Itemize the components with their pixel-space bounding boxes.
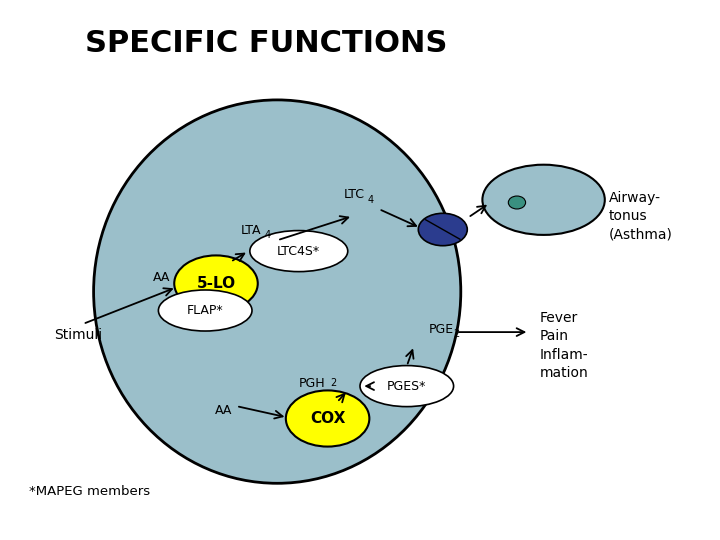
Text: 2: 2	[453, 329, 459, 339]
Ellipse shape	[174, 255, 258, 312]
Text: COX: COX	[310, 411, 346, 426]
Ellipse shape	[286, 390, 369, 447]
Text: Fever
Pain
Inflam-
mation: Fever Pain Inflam- mation	[540, 311, 589, 380]
Text: PGES*: PGES*	[387, 380, 426, 393]
Text: LTC: LTC	[344, 188, 365, 201]
Text: 5-LO: 5-LO	[197, 276, 235, 291]
Text: AA: AA	[153, 271, 170, 284]
Text: SPECIFIC FUNCTIONS: SPECIFIC FUNCTIONS	[85, 29, 448, 58]
Ellipse shape	[250, 231, 348, 272]
Text: *MAPEG members: *MAPEG members	[29, 485, 150, 498]
Text: PGE: PGE	[429, 323, 454, 336]
Text: 4: 4	[265, 230, 271, 240]
Text: Stimuli: Stimuli	[54, 328, 102, 342]
Text: 2: 2	[330, 378, 336, 388]
Text: AA: AA	[215, 404, 232, 417]
Text: PGH: PGH	[299, 377, 325, 390]
Text: FLAP*: FLAP*	[187, 304, 223, 317]
Ellipse shape	[482, 165, 605, 235]
Ellipse shape	[158, 290, 252, 331]
Text: Airway-
tonus
(Asthma): Airway- tonus (Asthma)	[608, 191, 672, 241]
Text: LTC4S*: LTC4S*	[277, 245, 320, 258]
Ellipse shape	[360, 366, 454, 407]
Circle shape	[508, 196, 526, 209]
Text: 4: 4	[368, 194, 374, 205]
Ellipse shape	[94, 100, 461, 483]
Text: LTA: LTA	[241, 224, 261, 237]
Ellipse shape	[418, 213, 467, 246]
